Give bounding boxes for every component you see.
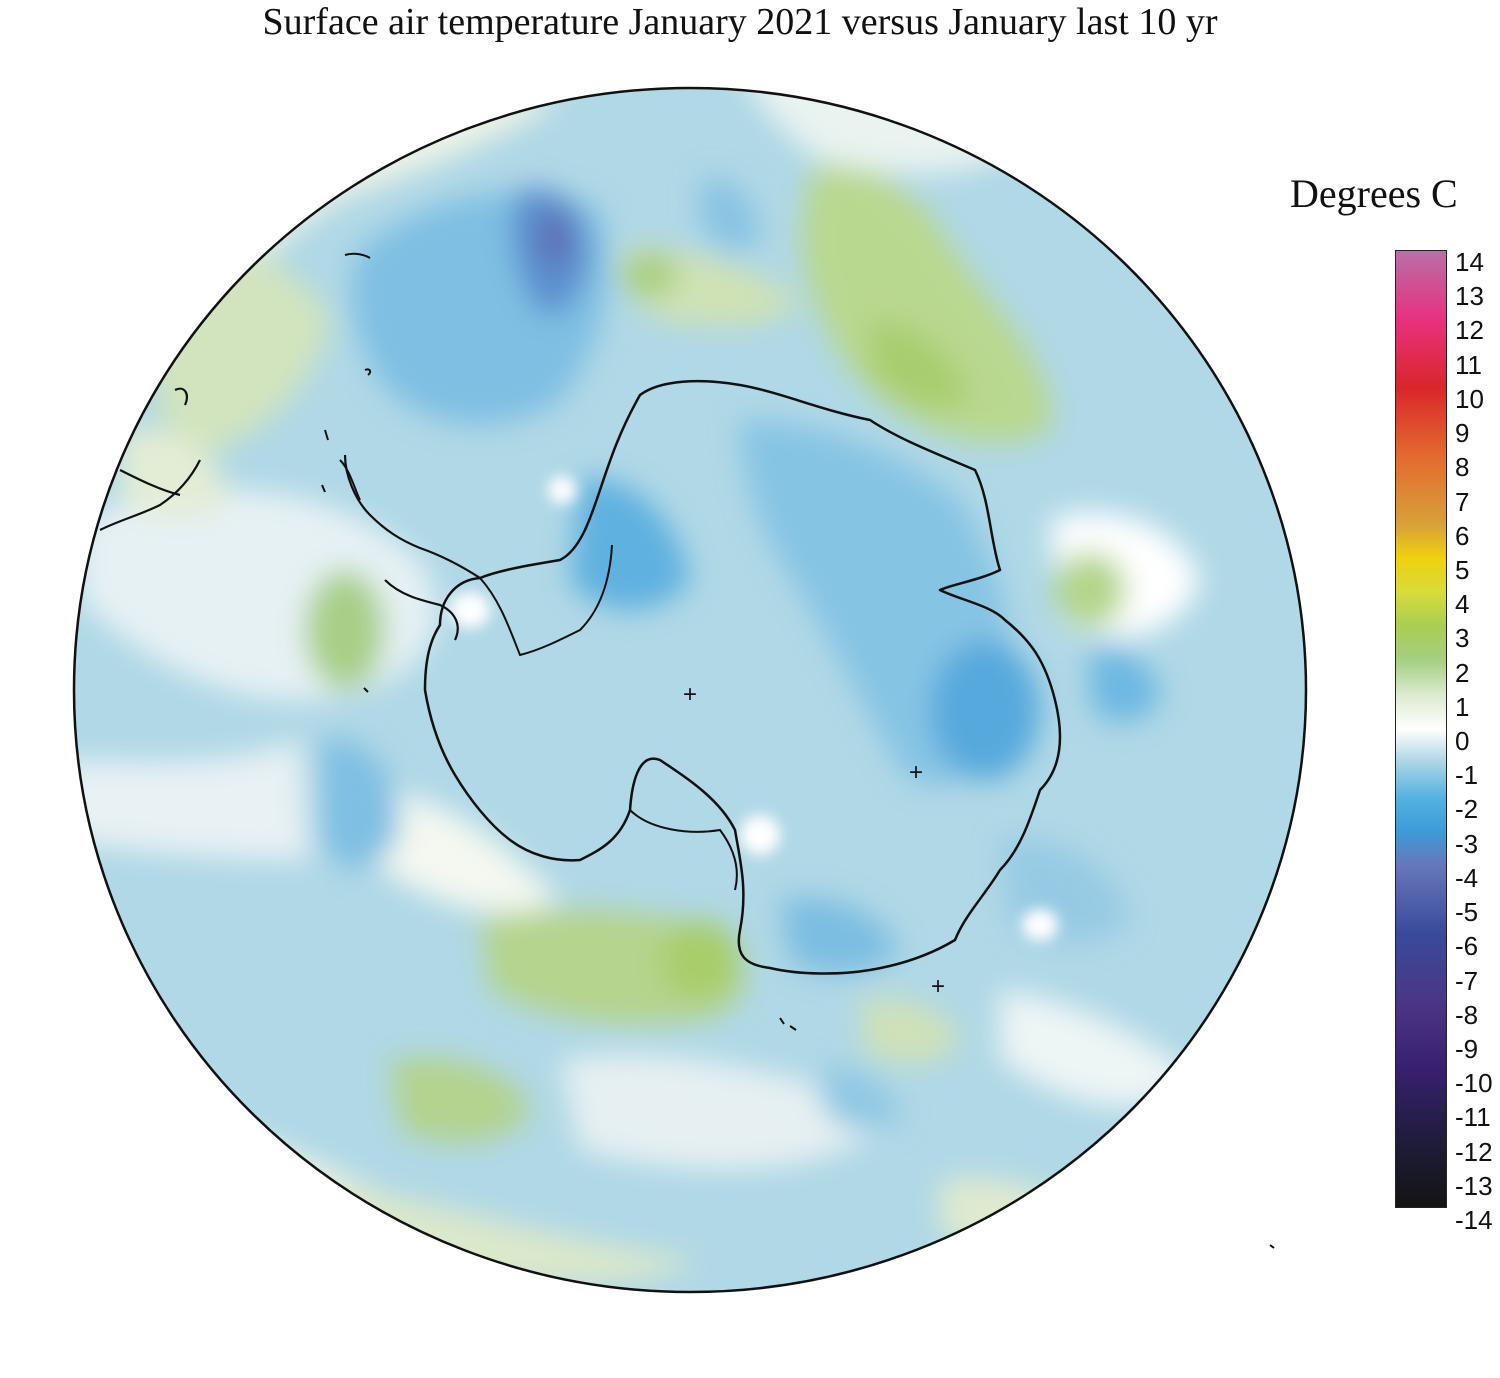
colorbar-tick-label: -4 xyxy=(1455,862,1479,893)
colorbar xyxy=(1395,250,1447,1208)
colorbar-tick-label: -2 xyxy=(1455,794,1479,825)
colorbar-tick-label: 0 xyxy=(1455,726,1470,756)
chart-title: Surface air temperature January 2021 ver… xyxy=(262,1,1218,43)
colorbar-tick-label: 8 xyxy=(1455,452,1470,483)
ronne-ice-shelf xyxy=(479,544,613,657)
colorbar-tick-label: -10 xyxy=(1455,1068,1493,1099)
colorbar-tick-label: 12 xyxy=(1455,315,1484,346)
colorbar-tick-label: -1 xyxy=(1455,760,1479,791)
station-markers: + + + xyxy=(683,681,945,1000)
south-america-coast xyxy=(99,387,201,531)
antarctic-peninsula xyxy=(343,454,481,641)
colorbar-tick-label: -9 xyxy=(1455,1033,1479,1064)
colorbar-tick-label: 1 xyxy=(1455,691,1470,722)
colorbar-tick-label: -11 xyxy=(1455,1102,1491,1133)
colorbar-tick-label: -8 xyxy=(1455,999,1479,1030)
colorbar-tick-label: -13 xyxy=(1455,1170,1493,1201)
colorbar-tick-label: 6 xyxy=(1455,520,1470,551)
colorbar-tick-label: -3 xyxy=(1455,828,1479,859)
marker-station-east: + xyxy=(909,759,923,786)
legend-title: Degrees C xyxy=(1290,171,1458,216)
colorbar-tick-label: 5 xyxy=(1455,554,1470,585)
antarctica-coastline xyxy=(423,379,1062,975)
colorbar-tick-label: 13 xyxy=(1455,281,1484,312)
colorbar-tick-label: 14 xyxy=(1455,247,1484,277)
colorbar-tick-label: -6 xyxy=(1455,931,1479,962)
sub-antarctic-islands xyxy=(363,687,1275,1249)
colorbar-tick-label: 9 xyxy=(1455,418,1470,449)
colorbar-tick-label: 3 xyxy=(1455,623,1470,654)
anomaly-spots xyxy=(450,476,1058,941)
colorbar-tick-label: 11 xyxy=(1455,349,1482,380)
colorbar-tick-labels: 14 13 12 11 10 9 8 7 6 5 4 3 2 1 0 -1 -2 -3 -4 -5 -6 -7 -8 -9 -1… xyxy=(1455,247,1500,1233)
falkland-islands xyxy=(344,252,372,376)
colorbar-tick-label: 10 xyxy=(1455,383,1484,414)
marker-south-pole: + xyxy=(683,681,697,708)
colorbar-tick-label: 4 xyxy=(1455,589,1470,620)
colorbar-tick-label: -14 xyxy=(1455,1205,1493,1235)
colorbar-tick-label: 7 xyxy=(1455,486,1470,517)
map-boundary xyxy=(72,86,1308,1294)
scotia-islands xyxy=(321,429,361,501)
ross-ice-shelf xyxy=(629,809,738,891)
colorbar-tick-label: -12 xyxy=(1455,1136,1493,1167)
marker-station-south: + xyxy=(931,973,945,1000)
colorbar-tick-label: -7 xyxy=(1455,965,1479,996)
colorbar-tick-label: 2 xyxy=(1455,657,1470,688)
colorbar-tick-label: -5 xyxy=(1455,897,1479,928)
